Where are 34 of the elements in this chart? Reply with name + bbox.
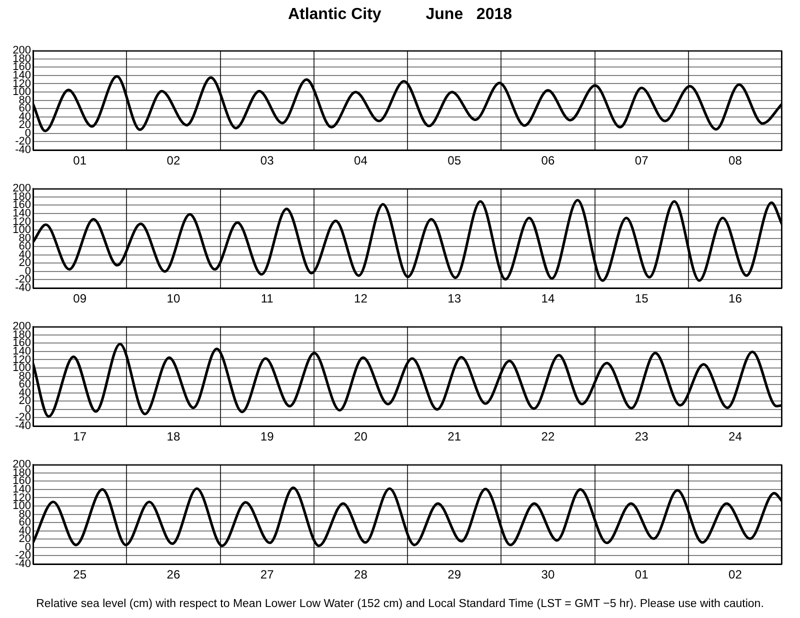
x-tick-label: 16 — [728, 292, 742, 306]
x-tick-label: 11 — [260, 292, 274, 306]
x-tick-label: 19 — [260, 430, 274, 444]
x-tick-label: 25 — [73, 568, 87, 582]
x-tick-label: 30 — [541, 568, 555, 582]
x-tick-label: 28 — [354, 568, 368, 582]
x-tick-label: 26 — [166, 568, 180, 582]
x-tick-label: 23 — [634, 430, 649, 444]
x-tick-label: 20 — [354, 430, 368, 444]
x-tick-label: 14 — [541, 292, 555, 306]
x-tick-label: 04 — [354, 154, 368, 168]
x-tick-label: 24 — [728, 430, 742, 444]
x-tick-label: 08 — [728, 154, 742, 168]
x-tick-label: 05 — [448, 154, 462, 168]
x-tick-label: 21 — [448, 430, 462, 444]
x-tick-label: 15 — [634, 292, 649, 306]
chart-title: Atlantic City June 2018 — [286, 6, 514, 24]
x-tick-label: 01 — [73, 154, 87, 168]
x-tick-label: 09 — [73, 292, 87, 306]
x-tick-label: 18 — [166, 430, 180, 444]
x-tick-label: 03 — [260, 154, 274, 168]
x-tick-label: 10 — [166, 292, 180, 306]
x-tick-label: 02 — [166, 154, 180, 168]
x-tick-label: 17 — [73, 430, 87, 444]
x-tick-label: 07 — [634, 154, 649, 168]
x-tick-label: 02 — [728, 568, 742, 582]
x-tick-label: 22 — [541, 430, 555, 444]
x-tick-label: 29 — [448, 568, 462, 582]
x-tick-label: 01 — [634, 568, 649, 582]
x-tick-label: 06 — [541, 154, 555, 168]
x-tick-label: 27 — [260, 568, 274, 582]
x-tick-label: 12 — [354, 292, 368, 306]
x-tick-label: 13 — [448, 292, 462, 306]
text: Relative sea level (cm) with respect to Mean Lower Low Water (152 cm) and Local Standard Time (LST = GMT −5 hr). Please use with caution. — [35, 598, 765, 610]
